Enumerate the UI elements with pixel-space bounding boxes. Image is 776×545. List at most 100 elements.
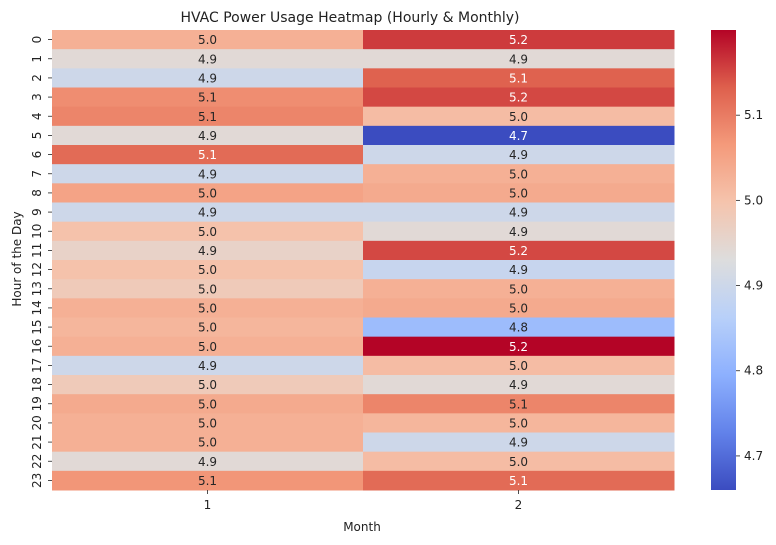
cell-value-label: 4.9 [198, 167, 217, 181]
cell-value-label: 5.0 [198, 416, 217, 430]
heatmap-cell [363, 68, 675, 88]
cell-value-label: 5.0 [198, 436, 217, 450]
heatmap-cell [52, 68, 364, 88]
y-tick-label: 6 [30, 151, 44, 159]
heatmap-cell [52, 221, 364, 242]
heatmap-cell [363, 221, 675, 242]
y-tick-label: 11 [30, 243, 44, 258]
y-tick-label: 2 [30, 74, 44, 82]
heatmap-cell [363, 202, 675, 223]
cell-value-label: 5.0 [509, 455, 528, 469]
heatmap-cell [52, 240, 364, 261]
chart-title: HVAC Power Usage Heatmap (Hourly & Month… [180, 10, 519, 26]
colorbar [711, 30, 736, 490]
cell-value-label: 5.1 [198, 91, 217, 105]
cell-value-label: 5.2 [509, 244, 528, 258]
cell-value-label: 4.9 [198, 359, 217, 373]
y-tick-label: 9 [30, 208, 44, 216]
heatmap-cell [52, 125, 364, 146]
heatmap-cell [363, 183, 675, 203]
cell-value-label: 5.0 [198, 263, 217, 277]
cell-value-label: 4.9 [198, 455, 217, 469]
cell-value-label: 5.0 [509, 186, 528, 200]
cell-value-label: 4.9 [509, 148, 528, 162]
heatmap-cell [363, 240, 675, 261]
cell-value-label: 5.0 [198, 378, 217, 392]
heatmap-cell [363, 336, 675, 357]
cell-value-label: 4.9 [509, 206, 528, 220]
y-tick-label: 13 [30, 281, 44, 296]
heatmap-cell [363, 317, 675, 338]
heatmap-cell [52, 260, 364, 280]
y-tick-label: 15 [30, 319, 44, 334]
heatmap-cell [52, 317, 364, 338]
heatmap-cell [52, 413, 364, 433]
y-tick-label: 20 [30, 415, 44, 430]
cell-value-label: 5.0 [198, 225, 217, 239]
heatmap-cell [363, 125, 675, 146]
cell-value-label: 4.9 [198, 52, 217, 66]
heatmap-cell [363, 164, 675, 184]
heatmap-cell [363, 394, 675, 414]
x-tick-label: 2 [515, 498, 523, 512]
cell-value-label: 4.9 [198, 129, 217, 143]
heatmap-cell [363, 413, 675, 433]
y-tick-label: 18 [30, 377, 44, 392]
heatmap-cell [52, 451, 364, 472]
cell-value-label: 5.1 [198, 474, 217, 488]
cell-value-label: 5.2 [509, 91, 528, 105]
heatmap-cell [363, 298, 675, 318]
cell-value-label: 5.1 [509, 397, 528, 411]
y-tick-label: 14 [30, 300, 44, 315]
cell-value-label: 5.0 [198, 340, 217, 354]
colorbar-tick-label: 4.9 [744, 279, 763, 293]
heatmap-cell [52, 87, 364, 108]
heatmap-cell [52, 470, 364, 491]
heatmap-cell [52, 375, 364, 395]
heatmap-cell [52, 394, 364, 414]
cell-value-label: 4.7 [509, 129, 528, 143]
cell-value-label: 5.2 [509, 340, 528, 354]
cell-value-label: 5.1 [509, 474, 528, 488]
cell-value-label: 5.0 [198, 33, 217, 47]
heatmap-cell [363, 260, 675, 280]
y-tick-label: 1 [30, 55, 44, 63]
y-tick-label: 4 [30, 112, 44, 120]
heatmap-cell [363, 30, 675, 50]
colorbar-tick-label: 4.8 [744, 364, 763, 378]
colorbar-ticks: 4.7 4.8 4.9 5.0 5.1 [736, 108, 763, 463]
x-tick-label: 1 [204, 498, 212, 512]
y-tick-label: 17 [30, 358, 44, 373]
y-tick-label: 12 [30, 262, 44, 277]
cell-value-label: 4.9 [509, 52, 528, 66]
cell-value-label: 5.0 [509, 416, 528, 430]
heatmap-cell [363, 355, 675, 376]
heatmap-cell [52, 49, 364, 69]
y-tick-label: 10 [30, 224, 44, 239]
cell-value-label: 5.0 [509, 110, 528, 124]
heatmap-cell [363, 375, 675, 395]
cell-value-label: 5.1 [509, 71, 528, 85]
cell-value-label: 4.9 [198, 206, 217, 220]
heatmap-cell [363, 432, 675, 453]
heatmap-cell [52, 145, 364, 165]
y-tick-label: 23 [30, 473, 44, 488]
heatmap-cell [52, 106, 364, 127]
cell-value-label: 4.9 [198, 244, 217, 258]
cell-value-label: 5.0 [509, 359, 528, 373]
cell-value-label: 4.9 [509, 225, 528, 239]
cell-value-label: 5.2 [509, 33, 528, 47]
y-tick-label: 22 [30, 454, 44, 469]
heatmap-cell [52, 336, 364, 357]
y-tick-label: 19 [30, 396, 44, 411]
x-axis-label: Month [343, 520, 381, 534]
y-tick-label: 0 [30, 36, 44, 44]
cell-value-label: 4.9 [509, 436, 528, 450]
y-tick-label: 21 [30, 434, 44, 449]
colorbar-tick-label: 4.7 [744, 449, 763, 463]
heatmap-cell [52, 164, 364, 184]
heatmap-cell [52, 279, 364, 299]
cell-value-label: 4.8 [509, 321, 528, 335]
